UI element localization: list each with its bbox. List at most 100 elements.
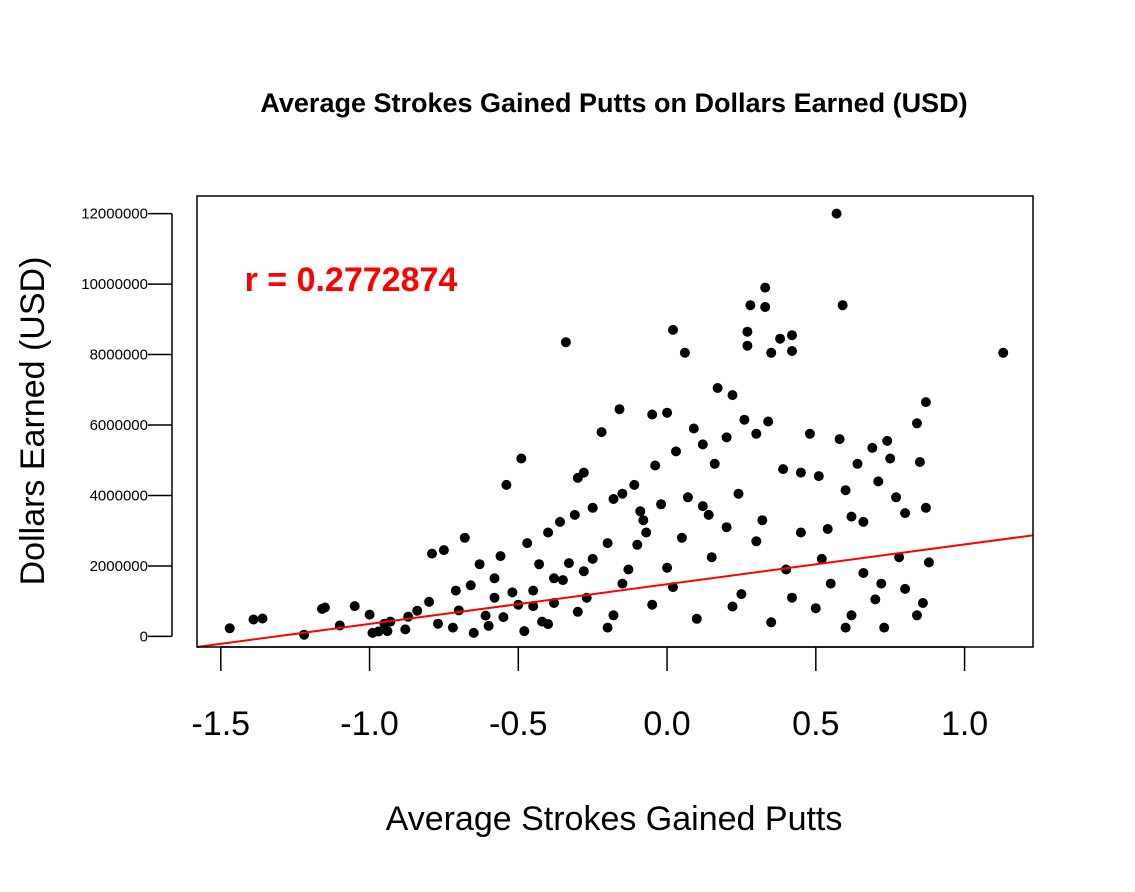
x-axis-label: Average Strokes Gained Putts (386, 800, 843, 838)
data-point (846, 511, 857, 522)
data-point (465, 580, 476, 591)
data-point (596, 427, 607, 438)
data-point (998, 347, 1009, 358)
data-point (691, 613, 702, 624)
data-point (498, 612, 509, 623)
data-point (885, 453, 896, 464)
data-point (900, 508, 911, 519)
data-point (412, 605, 423, 616)
data-point (608, 610, 619, 621)
data-point (879, 622, 890, 633)
data-point (745, 300, 756, 311)
data-point (528, 601, 539, 612)
data-point (920, 502, 931, 513)
y-tick-label: 0 (140, 628, 148, 645)
data-point (614, 404, 625, 415)
data-point (697, 439, 708, 450)
data-point (795, 467, 806, 478)
data-point (602, 538, 613, 549)
data-point (894, 552, 905, 563)
data-point (299, 629, 310, 640)
regression-line (196, 534, 1034, 648)
data-point (757, 515, 768, 526)
data-point (587, 553, 598, 564)
data-point (602, 622, 613, 633)
data-point (727, 390, 738, 401)
data-point (427, 548, 437, 559)
regression-line-layer (196, 534, 1034, 648)
data-point (852, 458, 863, 469)
data-point (447, 622, 458, 633)
data-point (483, 620, 494, 631)
data-point (840, 485, 851, 496)
data-point (739, 414, 750, 425)
data-point (787, 592, 797, 603)
data-point (638, 515, 649, 526)
data-point (816, 553, 827, 564)
data-point (795, 527, 806, 538)
data-point (569, 509, 580, 520)
data-point (543, 619, 554, 630)
data-point (882, 435, 893, 446)
data-point (834, 434, 845, 445)
data-point (450, 585, 461, 596)
data-point (679, 347, 690, 358)
data-point (721, 432, 732, 443)
data-point (706, 552, 717, 563)
data-point (870, 594, 881, 605)
data-point (787, 346, 797, 356)
x-tick-label: -1.0 (340, 705, 399, 743)
data-point (682, 492, 693, 503)
data-point (751, 536, 762, 547)
data-point (787, 330, 797, 341)
data-point (900, 583, 911, 594)
data-point (813, 471, 824, 482)
data-point (825, 578, 836, 589)
points-layer (224, 208, 1009, 640)
data-point (608, 494, 619, 504)
data-point (459, 532, 470, 543)
data-point (891, 492, 902, 503)
data-point (751, 428, 762, 439)
data-point (912, 418, 922, 429)
data-point (763, 416, 774, 427)
data-point (522, 538, 533, 549)
data-point (549, 573, 559, 584)
data-point (578, 566, 589, 577)
data-point (914, 457, 925, 467)
data-point (572, 606, 583, 617)
data-point (400, 624, 411, 635)
data-point (709, 458, 720, 469)
data-point (912, 610, 922, 621)
data-point (671, 446, 681, 457)
x-axis: -1.5 -1.0 -0.5 0.0 0.5 1.0 (192, 646, 988, 743)
data-point (650, 460, 661, 471)
data-point (632, 539, 643, 550)
data-point (810, 603, 821, 614)
data-point (349, 601, 360, 612)
data-point (697, 501, 708, 512)
data-point (468, 627, 479, 638)
x-tick-label: -0.5 (489, 705, 548, 743)
data-point (382, 626, 393, 637)
data-point (712, 383, 723, 393)
data-point (364, 609, 375, 620)
data-point (543, 527, 554, 538)
data-point (703, 509, 714, 520)
data-point (224, 623, 235, 634)
data-point (507, 587, 518, 598)
data-point (647, 409, 658, 420)
data-point (519, 626, 530, 637)
data-point (617, 488, 628, 499)
data-point (534, 559, 545, 570)
data-point (662, 562, 673, 573)
data-point (319, 602, 330, 613)
data-point (656, 499, 667, 510)
data-point (840, 622, 851, 633)
data-point (424, 596, 435, 607)
data-point (629, 479, 640, 490)
data-point (489, 573, 500, 584)
y-axis-label: Dollars Earned (USD) (14, 257, 52, 586)
data-point (563, 558, 574, 569)
